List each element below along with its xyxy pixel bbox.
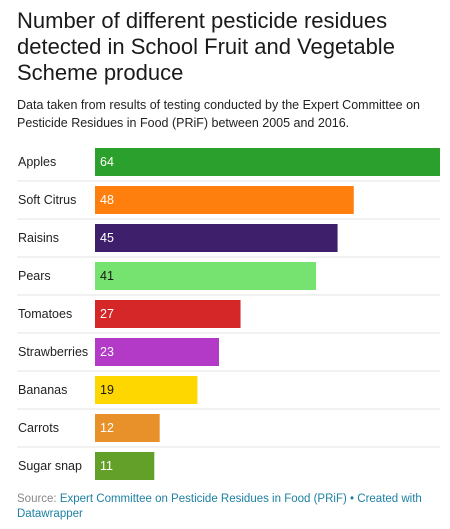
category-label: Raisins (18, 231, 59, 245)
value-label: 27 (100, 307, 114, 321)
category-label: Tomatoes (18, 307, 72, 321)
bar-chart: Apples 64 Soft Citrus 48 Raisins 45 Pears 41 Tom… (17, 148, 440, 480)
chart-title: Number of different pesticide residues d… (17, 8, 395, 85)
bar (95, 262, 317, 290)
bar (95, 300, 241, 328)
category-label: Sugar snap (18, 459, 82, 473)
chart-subtitle: Data taken from results of testing condu… (17, 98, 420, 130)
footer-separator: • (350, 493, 355, 505)
source-label: Source: (17, 493, 57, 505)
value-label: 48 (100, 193, 114, 207)
bar (95, 414, 160, 442)
chart-footer: Source: Expert Committee on Pesticide Re… (17, 492, 437, 522)
bar (95, 186, 354, 214)
category-label: Bananas (18, 383, 67, 397)
value-label: 45 (100, 231, 114, 245)
bar (95, 452, 155, 480)
bar (95, 148, 440, 176)
bar (95, 224, 338, 252)
bar (95, 338, 219, 366)
category-label: Strawberries (18, 345, 88, 359)
category-label: Carrots (18, 421, 59, 435)
category-label: Apples (18, 155, 56, 169)
category-label: Pears (18, 269, 51, 283)
category-label: Soft Citrus (18, 193, 76, 207)
value-label: 11 (100, 459, 113, 473)
value-label: 19 (100, 383, 114, 397)
value-label: 12 (100, 421, 114, 435)
bar (95, 376, 198, 404)
datawrapper-credit-link[interactable]: Created with Datawrapper (17, 493, 422, 520)
value-label: 41 (100, 269, 114, 283)
value-label: 64 (100, 155, 114, 169)
value-label: 23 (100, 345, 114, 359)
source-link[interactable]: Expert Committee on Pesticide Residues i… (59, 493, 347, 505)
